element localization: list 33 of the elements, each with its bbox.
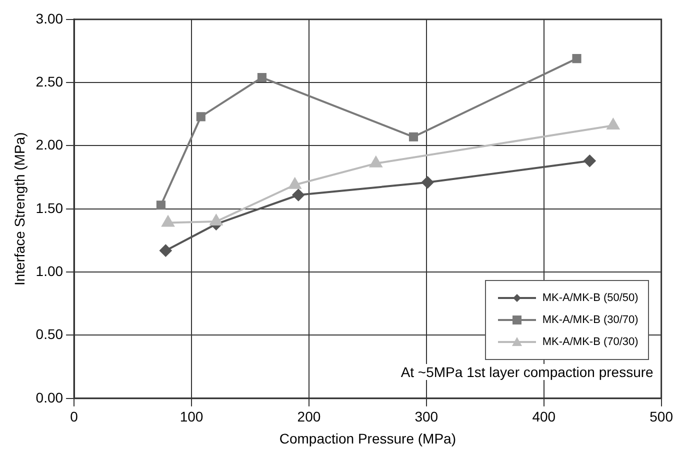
- legend-label: MK-A/MK-B (30/70): [542, 314, 638, 326]
- point: [422, 176, 434, 188]
- x-tick-label: 400: [532, 408, 556, 425]
- point: [160, 244, 172, 257]
- x-tick-label: 100: [180, 408, 204, 425]
- legend-label: MK-A/MK-B (70/30): [542, 336, 638, 348]
- point: [156, 200, 166, 210]
- y-axis-title: Interface Strength (MPa): [11, 132, 28, 286]
- y-tick-label: 0.00: [36, 389, 64, 406]
- point: [257, 72, 267, 82]
- x-tick-label: 200: [297, 408, 321, 425]
- annotation: At ~5MPa 1st layer compaction pressure: [400, 364, 654, 380]
- legend-label: MK-A/MK-B (50/50): [542, 292, 638, 304]
- point: [292, 189, 304, 202]
- point: [210, 214, 222, 226]
- point: [572, 54, 582, 64]
- point: [196, 112, 206, 122]
- y-tick-label: 1.00: [36, 262, 64, 279]
- x-tick-label: 500: [650, 408, 674, 425]
- x-tick-label: 0: [70, 408, 78, 425]
- y-tick-label: 0.50: [36, 326, 64, 342]
- point: [162, 216, 174, 227]
- x-axis-title: Compaction Pressure (MPa): [279, 430, 456, 446]
- y-tick-label: 1.50: [36, 200, 64, 216]
- point: [288, 178, 302, 189]
- point: [584, 154, 596, 167]
- y-tick-label: 2.00: [36, 136, 64, 153]
- point: [606, 118, 620, 130]
- point: [408, 132, 418, 142]
- point: [370, 156, 382, 168]
- x-tick-label: 300: [414, 408, 438, 425]
- y-tick-label: 2.50: [36, 73, 64, 90]
- y-tick-label: 3.00: [36, 10, 64, 26]
